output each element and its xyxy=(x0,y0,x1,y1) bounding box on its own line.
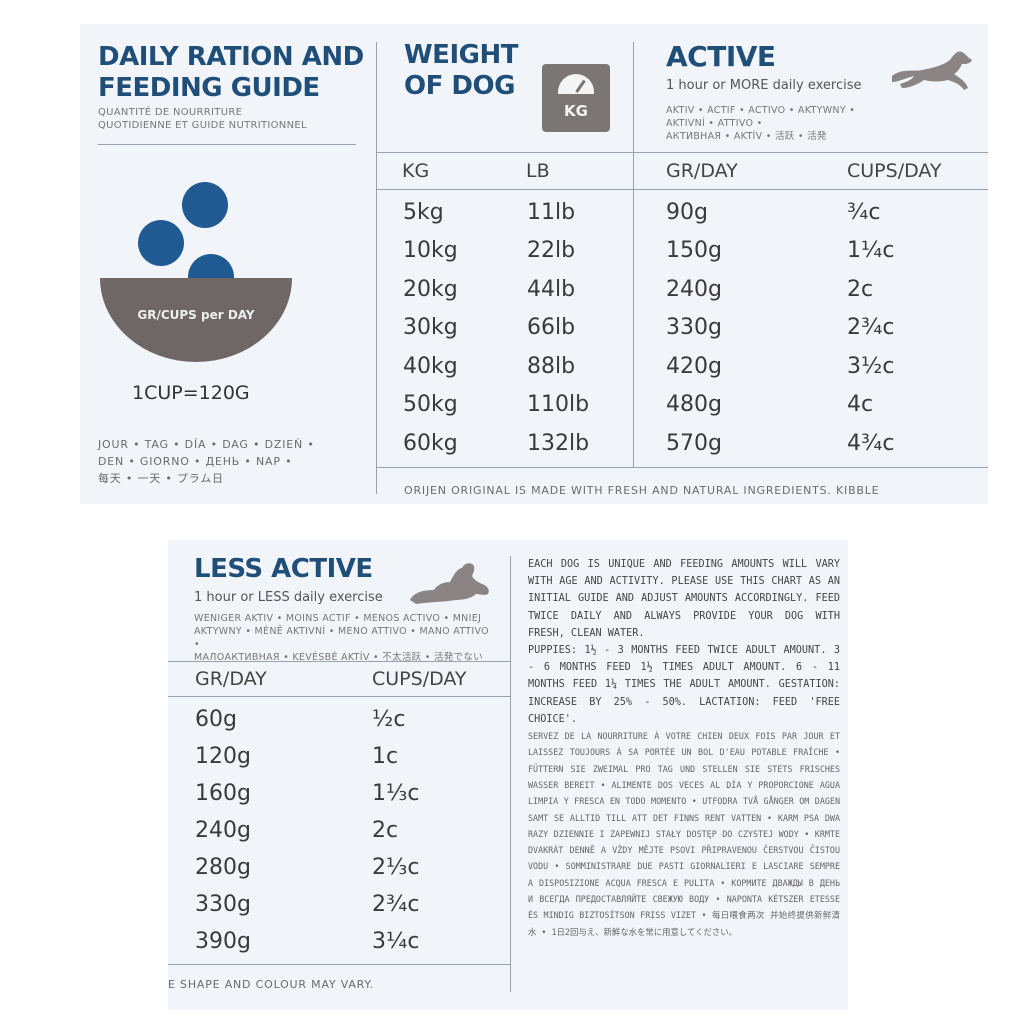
cell-gr: 160g xyxy=(195,781,251,806)
cell-cups: ½c xyxy=(372,707,406,732)
daily-ration-title: DAILY RATION AND FEEDING GUIDE xyxy=(98,42,364,104)
feeding-guide-active-panel: DAILY RATION AND FEEDING GUIDE QUANTITÉ … xyxy=(80,24,988,504)
cell-lb: 66lb xyxy=(527,315,576,340)
day-words-line-3: 每天 • 一天 • プラム日 xyxy=(98,472,224,485)
cell-gr: 280g xyxy=(195,855,251,880)
cell-gr: 240g xyxy=(666,277,722,302)
less-tiny-line-1: WENIGER AKTIV • MOINS ACTIF • MENOS ACTI… xyxy=(194,613,482,624)
cell-cups: 2c xyxy=(847,277,874,302)
column-header-lb: LB xyxy=(526,160,550,182)
cell-gr: 390g xyxy=(195,929,251,954)
cell-lb: 132lb xyxy=(527,431,590,456)
shape-colour-footer: E SHAPE AND COLOUR MAY VARY. xyxy=(168,978,374,991)
cell-cups: 2¾c xyxy=(847,315,895,340)
running-dog-icon xyxy=(892,51,972,90)
divider xyxy=(633,42,634,468)
daily-title-line-1: DAILY RATION AND xyxy=(98,42,364,72)
kibble-dot-icon xyxy=(138,220,184,266)
food-bowl-icon: GR/CUPS per DAY xyxy=(100,278,292,362)
cell-cups: 4¾c xyxy=(847,431,895,456)
cell-kg: 20kg xyxy=(403,277,458,302)
table-divider xyxy=(168,964,510,965)
cell-gr: 150g xyxy=(666,238,722,263)
cell-kg: 10kg xyxy=(403,238,458,263)
less-active-title: LESS ACTIVE xyxy=(194,554,373,584)
cup-equivalence: 1CUP=120G xyxy=(132,382,250,404)
table-divider xyxy=(376,467,988,468)
table-divider xyxy=(168,696,510,697)
cell-gr: 60g xyxy=(195,707,237,732)
less-active-translations: WENIGER AKTIV • MOINS ACTIF • MENOS ACTI… xyxy=(194,612,494,664)
cell-gr: 480g xyxy=(666,392,722,417)
feeding-instructions-puppies: PUPPIES: 1½ - 3 MONTHS FEED TWICE ADULT … xyxy=(528,645,840,725)
kibble-dot-icon xyxy=(182,182,228,228)
column-header-cups-day: CUPS/DAY xyxy=(847,160,942,182)
feeding-instructions-main: EACH DOG IS UNIQUE AND FEEDING AMOUNTS W… xyxy=(528,559,840,639)
cell-cups: 4c xyxy=(847,392,874,417)
bowl-label: GR/CUPS per DAY xyxy=(137,308,255,322)
feeding-instructions-translations: SERVEZ DE LA NOURRITURE À VOTRE CHIEN DE… xyxy=(528,731,840,937)
cell-cups: 1c xyxy=(372,744,399,769)
scale-kg-label: KG xyxy=(564,102,588,120)
cell-gr: 330g xyxy=(195,892,251,917)
active-subtitle: 1 hour or MORE daily exercise xyxy=(666,78,862,93)
divider xyxy=(98,144,356,145)
per-day-translations: JOUR • TAG • DÍA • DAG • DZIEŃ • DEN • G… xyxy=(98,436,368,487)
cell-kg: 50kg xyxy=(403,392,458,417)
cell-cups: 2⅓c xyxy=(372,855,420,880)
table-divider xyxy=(376,152,988,153)
daily-subtitle-translation: QUANTITÉ DE NOURRITURE QUOTIDIENNE ET GU… xyxy=(98,106,368,132)
cell-lb: 110lb xyxy=(527,392,590,417)
daily-sub-line-1: QUANTITÉ DE NOURRITURE xyxy=(98,107,243,118)
cell-lb: 11lb xyxy=(527,200,576,225)
ingredients-footer: ORIJEN ORIGINAL IS MADE WITH FRESH AND N… xyxy=(404,484,880,497)
feeding-guide-less-active-panel: LESS ACTIVE 1 hour or LESS daily exercis… xyxy=(168,540,848,1010)
column-header-kg: KG xyxy=(402,160,430,182)
weight-title-line-2: OF DOG xyxy=(404,71,515,101)
column-header-gr-day: GR/DAY xyxy=(666,160,738,182)
weight-title-line-1: WEIGHT xyxy=(404,40,518,70)
cell-cups: ¾c xyxy=(847,200,881,225)
less-tiny-line-3: МАЛОАКТИВНАЯ • KEVÉSBÉ AKTÍV • 不太活跃 • 活発… xyxy=(194,652,483,663)
day-words-line-2: DEN • GIORNO • ДЕНЬ • NAP • xyxy=(98,455,293,468)
daily-sub-line-2: QUOTIDIENNE ET GUIDE NUTRITIONNEL xyxy=(98,120,307,131)
cell-gr: 90g xyxy=(666,200,708,225)
column-header-gr-day: GR/DAY xyxy=(195,668,267,690)
weight-of-dog-title: WEIGHT OF DOG xyxy=(404,40,518,102)
cell-gr: 420g xyxy=(666,354,722,379)
active-tiny-line-2: АКТИВНАЯ • AKTÍV • 活跃 • 活発 xyxy=(666,131,827,142)
cell-kg: 40kg xyxy=(403,354,458,379)
cell-kg: 5kg xyxy=(403,200,444,225)
active-translations: AKTIV • ACTIF • ACTIVO • AKTYWNY • AKTIV… xyxy=(666,104,896,143)
divider xyxy=(510,556,511,992)
column-header-cups-day: CUPS/DAY xyxy=(372,668,467,690)
cell-kg: 60kg xyxy=(403,431,458,456)
cell-lb: 44lb xyxy=(527,277,576,302)
less-active-subtitle: 1 hour or LESS daily exercise xyxy=(194,590,383,605)
active-title: ACTIVE xyxy=(666,40,776,73)
feeding-instructions: EACH DOG IS UNIQUE AND FEEDING AMOUNTS W… xyxy=(528,556,840,940)
divider xyxy=(376,42,377,494)
cell-kg: 30kg xyxy=(403,315,458,340)
resting-dog-icon xyxy=(410,563,489,604)
less-tiny-line-2: AKTYWNY • MÉNĚ AKTIVNÍ • MENO ATTIVO • M… xyxy=(194,626,489,650)
cell-gr: 570g xyxy=(666,431,722,456)
daily-title-line-2: FEEDING GUIDE xyxy=(98,73,320,103)
cell-cups: 3½c xyxy=(847,354,895,379)
cell-gr: 330g xyxy=(666,315,722,340)
table-divider xyxy=(168,661,510,662)
cell-lb: 22lb xyxy=(527,238,576,263)
cell-cups: 1¼c xyxy=(847,238,895,263)
cell-cups: 1⅓c xyxy=(372,781,420,806)
cell-cups: 2¾c xyxy=(372,892,420,917)
cell-lb: 88lb xyxy=(527,354,576,379)
table-divider xyxy=(376,189,988,190)
cell-cups: 2c xyxy=(372,818,399,843)
cell-cups: 3¼c xyxy=(372,929,420,954)
active-tiny-line-1: AKTIV • ACTIF • ACTIVO • AKTYWNY • AKTIV… xyxy=(666,105,856,129)
cell-gr: 240g xyxy=(195,818,251,843)
scale-icon: KG xyxy=(542,64,610,132)
cell-gr: 120g xyxy=(195,744,251,769)
day-words-line-1: JOUR • TAG • DÍA • DAG • DZIEŃ • xyxy=(98,438,315,451)
